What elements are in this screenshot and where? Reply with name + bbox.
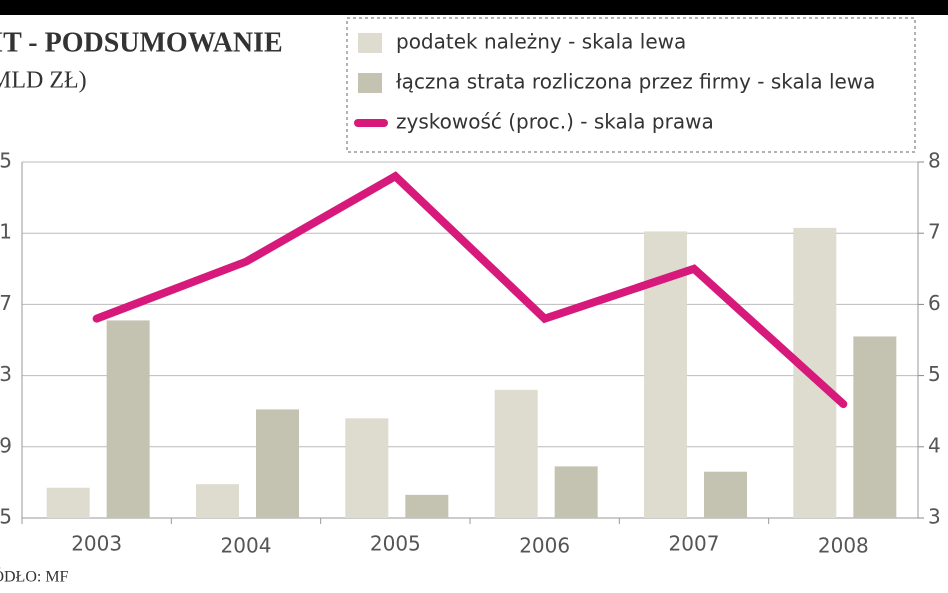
bar (256, 409, 299, 518)
x-tick-label: 2005 (370, 532, 421, 556)
source: ŹRÓDŁO: MF (0, 567, 69, 586)
top-band (0, 0, 948, 15)
y2-tick-label: 8 (928, 149, 941, 173)
y2-tick-label: 4 (928, 433, 941, 457)
y-tick-label: 15 (0, 505, 12, 529)
bar (196, 484, 239, 518)
x-tick-label: 2007 (669, 532, 720, 556)
y-tick-label: 19 (0, 433, 12, 457)
chart-subtitle: (MLD ZŁ) (0, 68, 87, 94)
legend-label: zyskowość (proc.) - skala prawa (396, 110, 714, 134)
y2-tick-label: 6 (928, 291, 941, 315)
y2-tick-label: 7 (928, 220, 941, 244)
bar (405, 494, 449, 518)
legend-swatch (358, 73, 382, 93)
x-tick-label: 2008 (818, 534, 869, 558)
legend-swatch (358, 33, 382, 53)
bar (853, 336, 897, 518)
y-tick-label: 23 (0, 362, 12, 386)
bar (106, 320, 150, 518)
legend-box (346, 17, 916, 153)
legend-label: podatek należny - skala lewa (396, 30, 686, 54)
x-tick-label: 2004 (221, 534, 272, 558)
y-tick-label: 27 (0, 291, 12, 315)
bar (554, 466, 598, 518)
bar (345, 418, 389, 518)
x-tick-label: 2003 (71, 532, 122, 556)
y-tick-label: 31 (0, 220, 12, 244)
y-tick-label: 35 (0, 149, 12, 173)
chart-title: CIT - PODSUMOWANIE (0, 27, 283, 58)
bar (46, 487, 90, 518)
x-tick-label: 2006 (519, 534, 570, 558)
legend-label: łączna strata rozliczona przez firmy - s… (396, 70, 875, 94)
y2-tick-label: 5 (928, 362, 941, 386)
bar (704, 471, 747, 518)
line (92, 171, 848, 409)
bar (494, 389, 538, 518)
y2-tick-label: 3 (928, 505, 941, 529)
